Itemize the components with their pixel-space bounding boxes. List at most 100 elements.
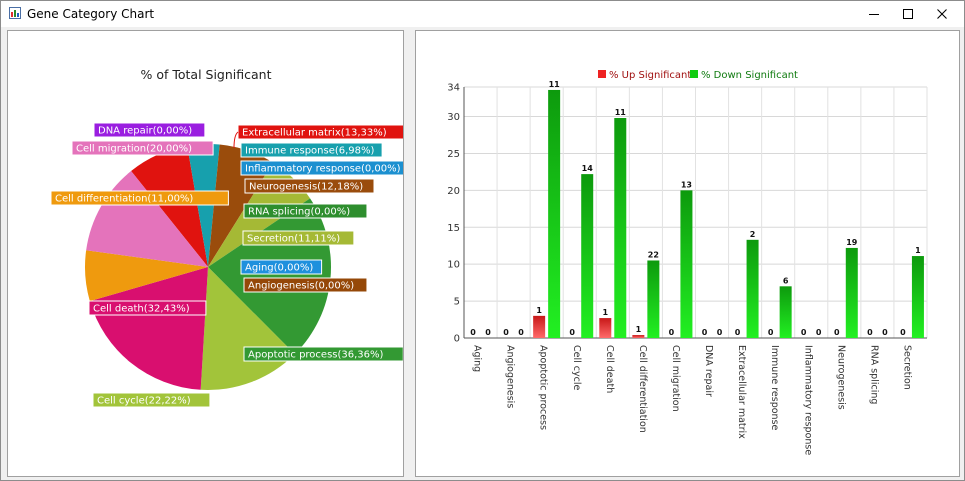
pie-label-rna-splicing: RNA splicing(0,00%) <box>243 203 368 219</box>
app-icon <box>9 7 21 19</box>
pie-label-text: Neurogenesis(12,18%) <box>249 182 363 193</box>
maximize-icon <box>903 9 913 19</box>
maximize-button[interactable] <box>891 1 925 27</box>
legend-swatch-down-significant <box>690 70 698 78</box>
x-category-label: RNA splicing <box>868 345 879 404</box>
bar-data-label: 0 <box>801 328 807 337</box>
bar-data-label: 13 <box>681 180 692 189</box>
bar-data-label: 1 <box>536 306 542 315</box>
x-category-label: Angiogenesis <box>505 345 516 408</box>
y-tick-label: 20 <box>447 186 460 197</box>
pie-label-box <box>71 140 214 156</box>
x-category-label: Aging <box>472 345 483 372</box>
bar-data-label: 2 <box>750 230 756 239</box>
bar-down-significant-cell-differentiation <box>647 260 660 338</box>
bar-data-label: 0 <box>834 328 840 337</box>
pie-label-text: Cell cycle(22,22%) <box>97 396 191 407</box>
bar-data-label: 0 <box>717 328 723 337</box>
bar-data-label: 0 <box>485 328 491 337</box>
x-category-label: Cell cycle <box>571 345 582 390</box>
pie-label-text: Cell migration(20,00%) <box>76 144 192 155</box>
bar-down-significant-cell-death <box>614 118 627 338</box>
pie-label-box <box>243 203 368 219</box>
minimize-icon <box>869 14 879 15</box>
bar-down-significant-extracellular-matrix <box>746 239 759 338</box>
bar-up-significant-cell-differentiation <box>632 335 645 338</box>
pie-label-angiogenesis: Angiogenesis(0,00%) <box>243 277 368 293</box>
pie-label-text: DNA repair(0,00%) <box>98 126 192 137</box>
pie-leader-line <box>233 131 239 149</box>
pie-label-text: Angiogenesis(0,00%) <box>248 281 354 292</box>
x-category-label: DNA repair <box>703 345 714 397</box>
bar-data-label: 0 <box>768 328 774 337</box>
pie-label-immune-response: Immune response(6,98%) <box>240 142 383 158</box>
legend-label-up-significant: % Up Significant <box>609 70 691 81</box>
x-category-label: Cell migration <box>670 345 681 412</box>
bar-data-label: 0 <box>669 328 675 337</box>
pie-label-cell-cycle: Cell cycle(22,22%) <box>92 392 211 408</box>
pie-label-text: Cell differentiation(11,00%) <box>55 194 193 205</box>
pie-label-text: Aging(0,00%) <box>245 263 313 274</box>
pie-chart-panel: % of Total Significant Extracellular matr… <box>7 30 419 477</box>
close-icon <box>937 9 947 19</box>
pie-label-box <box>50 190 229 206</box>
minimize-button[interactable] <box>857 1 891 27</box>
bar-down-significant-immune-response <box>779 286 792 338</box>
window-title: Gene Category Chart <box>27 7 155 21</box>
close-button[interactable] <box>925 1 959 27</box>
pie-label-cell-death: Cell death(32,43%) <box>88 300 207 316</box>
x-category-label: Secretion <box>901 345 912 390</box>
pie-label-extracellular-matrix: Extracellular matrix(13,33%) <box>237 124 416 140</box>
bar-data-label: 0 <box>816 328 822 337</box>
x-category-label: Apoptotic process <box>538 345 549 430</box>
pie-label-neurogenesis: Neurogenesis(12,18%) <box>244 178 375 194</box>
y-tick-label: 30 <box>447 112 460 123</box>
bar-data-label: 11 <box>549 80 561 89</box>
pie-label-box <box>242 230 355 246</box>
bar-data-label: 11 <box>615 108 627 117</box>
pie-label-text: Immune response(6,98%) <box>245 146 375 157</box>
pie-chart: % of Total Significant Extracellular matr… <box>50 67 419 408</box>
bar-data-label: 1 <box>915 246 921 255</box>
bar-legend: % Up Significant % Down Significant <box>598 70 798 81</box>
pie-label-cell-migration: Cell migration(20,00%) <box>71 140 214 156</box>
bar-up-significant-apoptotic-process <box>533 315 546 338</box>
bar-down-significant-cell-cycle <box>581 174 594 338</box>
x-category-label: Neurogenesis <box>835 345 846 410</box>
pie-label-text: Secretion(11,11%) <box>247 234 340 245</box>
y-tick-label: 0 <box>454 334 460 345</box>
x-category-label: Cell death <box>604 345 615 393</box>
y-tick-label: 25 <box>447 149 460 160</box>
pie-label-box <box>244 178 375 194</box>
pie-title: % of Total Significant <box>140 67 271 82</box>
bar-data-label: 14 <box>582 164 594 173</box>
pie-label-text: Cell death(32,43%) <box>93 304 190 315</box>
bar-chart-panel: 0 5 10 15 20 25 30 34 0 0 Aging 0 0 Angiogenesis 1 11 Ap… <box>415 30 960 477</box>
bar-data-label: 22 <box>648 250 659 259</box>
pie-slice-extracellular-matrix <box>131 145 208 267</box>
pie-label-dna-repair: DNA repair(0,00%) <box>93 122 206 138</box>
bar-data-label: 0 <box>569 328 575 337</box>
bar-data-label: 0 <box>503 328 509 337</box>
pie-label-box <box>92 392 211 408</box>
pie-label-box <box>240 259 323 275</box>
pie-label-box <box>88 300 207 316</box>
bar-data-label: 1 <box>602 308 608 317</box>
bar-data-label: 0 <box>702 328 708 337</box>
pie-label-text: Apoptotic process(36,36%) <box>248 350 384 361</box>
pie-label-box <box>243 277 368 293</box>
y-tick-label: 5 <box>454 297 460 308</box>
pie-label-apoptotic-process: Apoptotic process(36,36%) <box>243 346 404 362</box>
bar-down-significant-neurogenesis <box>845 247 858 338</box>
bar-down-significant-apoptotic-process <box>548 89 561 338</box>
pie-label-cell-differentiation: Cell differentiation(11,00%) <box>50 190 229 206</box>
title-bar[interactable]: Gene Category Chart <box>1 1 964 27</box>
pie-label-text: RNA splicing(0,00%) <box>248 207 350 218</box>
x-category-label: Immune response <box>769 345 780 431</box>
pie-label-aging: Aging(0,00%) <box>240 259 323 275</box>
y-tick-label: 34 <box>447 83 460 94</box>
pie-label-text: Extracellular matrix(13,33%) <box>242 128 387 139</box>
y-tick-label: 10 <box>447 260 460 271</box>
